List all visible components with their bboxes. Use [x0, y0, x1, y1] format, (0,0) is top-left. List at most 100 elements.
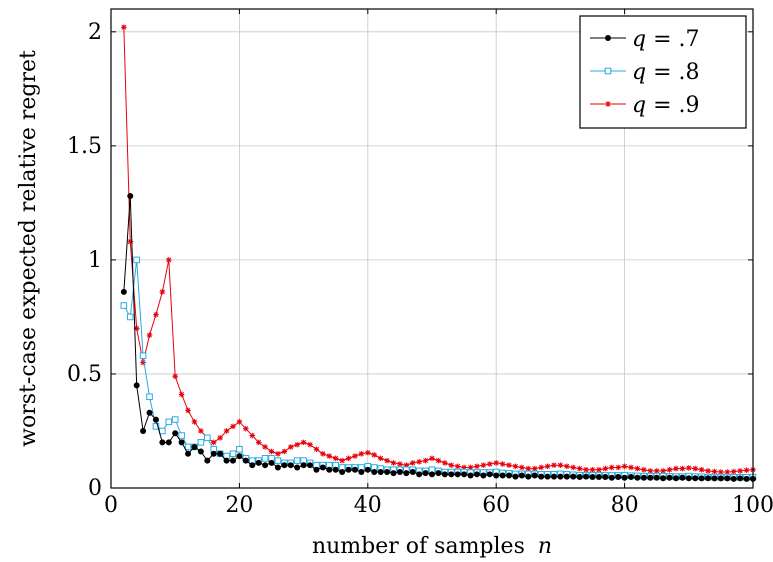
data-point	[384, 469, 391, 476]
data-point	[191, 443, 198, 450]
data-point	[538, 464, 544, 471]
data-point	[352, 453, 358, 459]
data-point	[274, 464, 281, 471]
data-point	[261, 455, 269, 462]
y-axis-label: worst-case expected relative regret	[16, 50, 41, 447]
legend-entry: q = .7	[590, 27, 700, 52]
y-tick-label: 1	[88, 248, 102, 273]
data-point	[576, 474, 583, 481]
data-point	[365, 449, 371, 456]
data-point	[583, 466, 589, 473]
data-point	[390, 460, 397, 466]
data-point	[133, 382, 140, 389]
data-point	[339, 457, 345, 464]
data-point	[698, 466, 705, 473]
data-point	[320, 450, 326, 457]
data-point	[679, 474, 686, 481]
data-point	[429, 455, 435, 462]
data-point	[724, 475, 731, 482]
data-point	[737, 475, 744, 482]
data-point	[197, 439, 205, 446]
data-point	[576, 465, 583, 472]
legend-value: = .7	[646, 27, 699, 52]
data-point	[634, 474, 641, 481]
data-point	[204, 434, 211, 442]
data-point	[660, 468, 666, 474]
data-point	[262, 444, 268, 450]
data-point	[313, 466, 320, 473]
data-point	[596, 466, 602, 473]
data-point	[448, 462, 455, 468]
data-point	[230, 423, 236, 430]
data-point	[605, 101, 611, 107]
data-point	[705, 475, 712, 482]
data-point	[743, 475, 750, 482]
data-point	[255, 439, 262, 446]
data-point	[409, 460, 416, 466]
data-point	[403, 462, 410, 468]
data-point	[332, 455, 339, 462]
data-point	[480, 462, 487, 468]
data-point	[480, 472, 487, 479]
data-point	[268, 448, 275, 455]
data-point	[435, 470, 442, 477]
data-point	[307, 441, 313, 448]
data-point	[127, 193, 134, 200]
data-point	[345, 466, 352, 473]
data-point	[133, 325, 140, 332]
data-point	[605, 35, 611, 41]
legend: q = .7q = .8q = .9	[579, 15, 747, 129]
data-point	[621, 463, 628, 470]
data-point	[525, 473, 532, 480]
data-point	[121, 24, 127, 31]
data-point	[249, 432, 256, 439]
data-point	[384, 457, 390, 464]
data-point	[538, 473, 545, 480]
data-point	[666, 466, 673, 473]
data-point	[152, 416, 159, 423]
data-point	[339, 469, 346, 476]
data-point	[217, 435, 223, 441]
data-point	[210, 439, 217, 446]
legend-label: q = .9	[632, 93, 700, 118]
data-point	[564, 463, 570, 470]
data-point	[185, 450, 192, 457]
data-point	[718, 469, 724, 475]
data-point	[422, 470, 429, 477]
data-point	[197, 448, 204, 455]
data-point	[602, 465, 609, 472]
data-point	[326, 453, 333, 459]
data-point	[685, 475, 692, 482]
data-point	[640, 474, 647, 481]
data-point	[531, 465, 538, 472]
data-point	[499, 461, 506, 467]
data-point	[615, 464, 621, 471]
data-point	[666, 474, 673, 481]
data-point	[461, 471, 468, 478]
data-point	[140, 427, 147, 434]
data-point	[499, 472, 506, 479]
data-point	[429, 471, 435, 478]
data-point	[371, 452, 378, 458]
legend-label: q = .7	[632, 27, 700, 52]
data-point	[165, 418, 173, 426]
data-point	[294, 464, 301, 471]
data-point	[454, 463, 461, 470]
data-point	[223, 428, 230, 434]
data-point	[467, 464, 474, 471]
data-point	[493, 460, 499, 466]
series-0	[120, 193, 756, 482]
data-point	[608, 464, 615, 471]
data-point	[313, 446, 320, 453]
data-point	[698, 475, 705, 482]
data-point	[557, 462, 564, 468]
data-point	[550, 473, 557, 480]
data-point	[133, 256, 140, 264]
data-point	[204, 457, 211, 464]
data-point	[589, 466, 596, 473]
data-point	[474, 463, 480, 470]
data-point	[377, 469, 384, 476]
data-point	[242, 457, 249, 464]
x-tick-label: 80	[611, 493, 639, 518]
data-point	[159, 439, 166, 446]
